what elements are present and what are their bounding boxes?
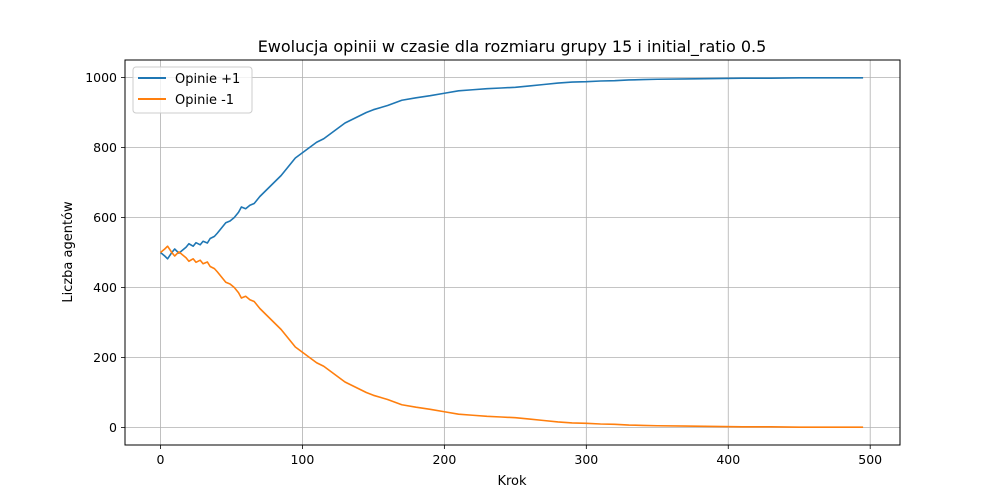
plot-frame — [124, 59, 901, 446]
y-tick-label: 200 — [93, 350, 117, 365]
x-tick-label: 300 — [574, 452, 598, 467]
x-tick-label: 100 — [290, 452, 314, 467]
x-tick-label: 200 — [432, 452, 456, 467]
x-tick-label: 400 — [716, 452, 740, 467]
series-lines — [159, 77, 864, 428]
y-tick-label: 400 — [93, 280, 117, 295]
x-tick-label: 500 — [858, 452, 882, 467]
x-axis-label: Krok — [497, 474, 527, 489]
y-tick-label: 1000 — [85, 70, 117, 85]
y-tick-label: 600 — [93, 210, 117, 225]
x-axis-ticks: 0 100 200 300 400 500 — [157, 445, 882, 467]
chart-title: Ewolucja opinii w czasie dla rozmiaru gr… — [258, 37, 767, 57]
y-axis-label: Liczba agentów — [61, 201, 76, 303]
legend-entry-opinie-minus-1: Opinie -1 — [175, 93, 234, 108]
legend: Opinie +1 Opinie -1 — [132, 66, 253, 114]
series-line-opinie-plus-1 — [159, 77, 864, 260]
x-tick-label: 0 — [157, 452, 165, 467]
y-tick-label: 0 — [109, 420, 117, 435]
legend-entry-opinie-plus-1: Opinie +1 — [175, 72, 240, 87]
y-axis-ticks: 0 200 400 600 800 1000 — [85, 70, 125, 435]
series-line-opinie-minus-1 — [159, 245, 864, 428]
y-tick-label: 800 — [93, 140, 117, 155]
